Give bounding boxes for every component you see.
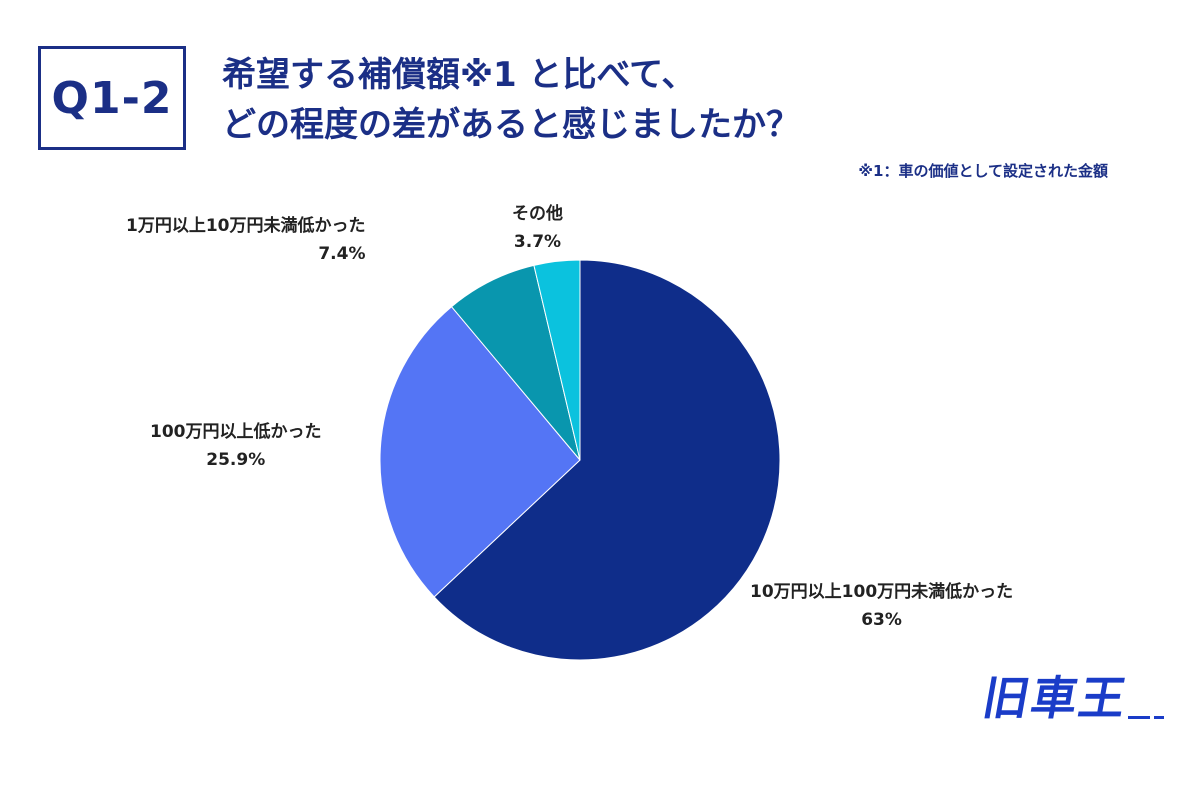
slice-label-percent: 25.9%: [206, 450, 266, 470]
slice-label-text: その他: [512, 204, 563, 224]
question-title: 希望する補償額※1 と比べて、 どの程度の差があると感じましたか？: [222, 50, 800, 150]
slice-label-text: 100万円以上低かった: [150, 422, 322, 442]
logo-underline: [1154, 716, 1164, 719]
slice-label-percent: 7.4%: [318, 244, 366, 264]
slice-label-percent: 3.7%: [513, 232, 562, 252]
question-badge: Q1-2: [38, 46, 186, 150]
slice-label-text: 10万円以上100万円未満低かった: [750, 582, 1014, 602]
slice-label-100man-plus: 100万円以上低かった 25.9%: [150, 418, 322, 474]
slice-label-1man-10man: 1万円以上10万円未満低かった 7.4%: [126, 212, 366, 268]
question-title-line2: どの程度の差があると感じましたか？: [222, 105, 800, 145]
slice-label-other: その他 3.7%: [512, 200, 563, 256]
question-title-line1: 希望する補償額※1 と比べて、: [222, 55, 696, 95]
brand-logo-text: 旧車王: [979, 672, 1132, 722]
pie-slice-1: [433, 259, 781, 661]
slice-label-percent: 63%: [861, 610, 902, 630]
slice-label-10man-100man: 10万円以上100万円未満低かった 63%: [750, 578, 1013, 634]
slice-label-text: 1万円以上10万円未満低かった: [126, 216, 366, 236]
pie-slice-4: [533, 259, 581, 461]
logo-underline: [1128, 716, 1150, 719]
footnote: ※1：車の価値として設定された金額: [858, 162, 1108, 180]
brand-logo: 旧車王: [979, 672, 1164, 722]
pie-slice-2: [379, 305, 581, 598]
